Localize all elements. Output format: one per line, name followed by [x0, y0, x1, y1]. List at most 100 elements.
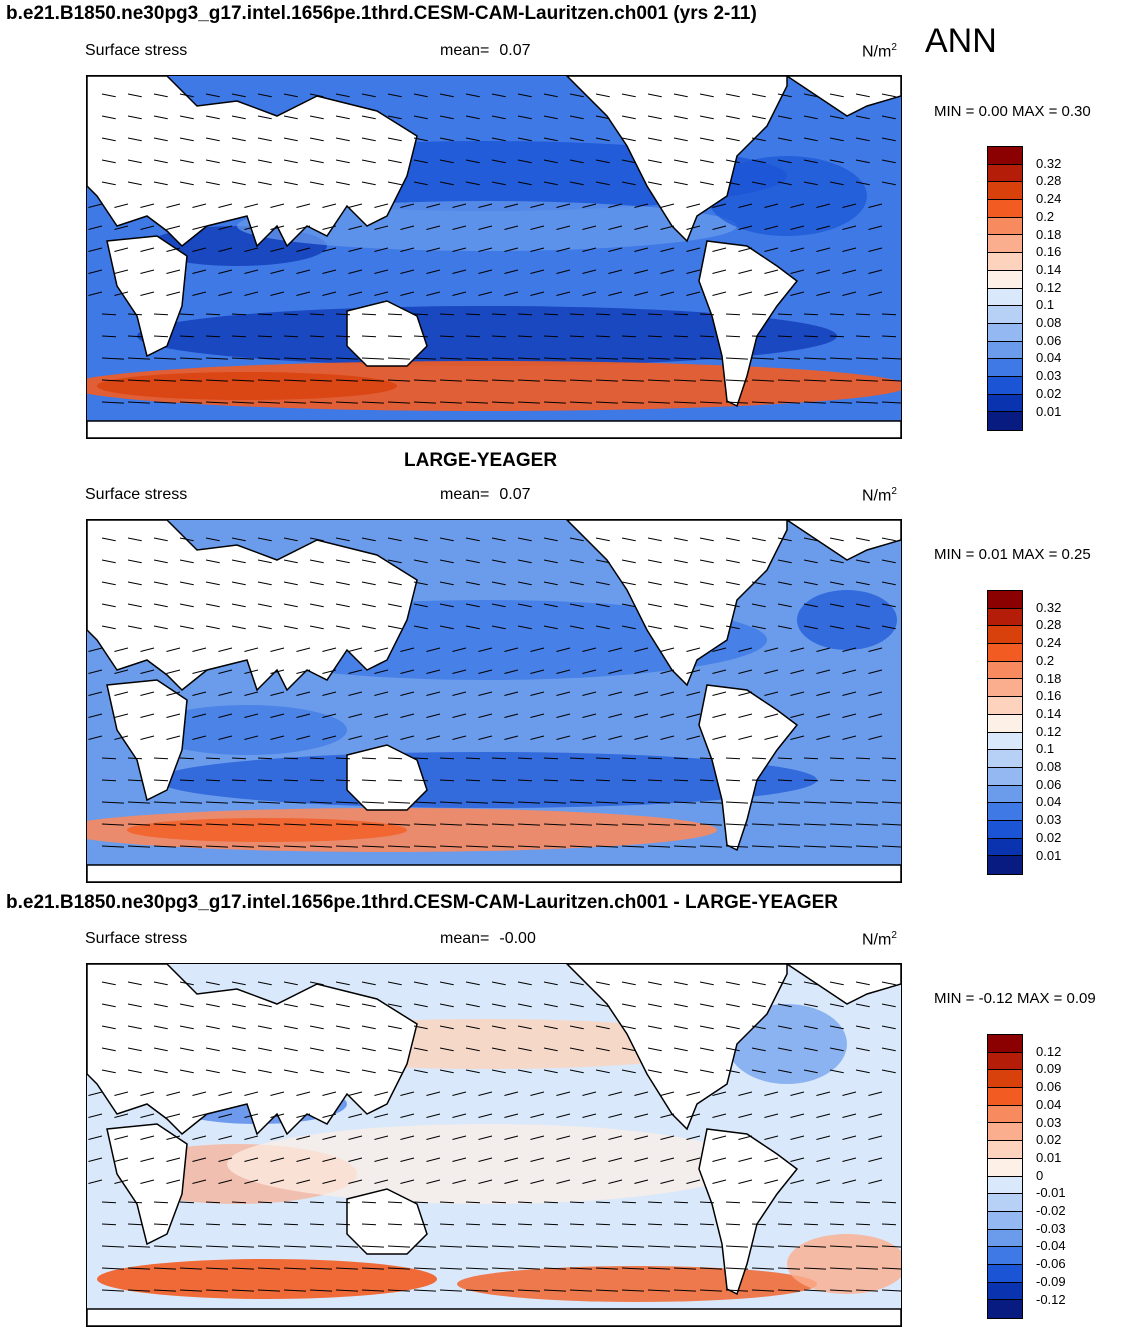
stress-arrow [530, 1157, 545, 1162]
stress-arrow [556, 247, 571, 252]
stress-arrow [608, 647, 623, 652]
stress-arrow [491, 603, 506, 608]
stress-arrow [153, 379, 176, 382]
colorbar-label: 0.2 [1036, 208, 1055, 224]
panel-2-units-base: N/m [862, 487, 892, 505]
stress-arrow [322, 735, 337, 740]
stress-arrow [712, 713, 727, 718]
stress-arrow [582, 647, 597, 652]
stress-arrow [478, 203, 493, 208]
stress-arrow [621, 823, 644, 826]
stress-arrow [465, 1245, 488, 1248]
colorbar-label: 0.06 [1036, 1079, 1062, 1095]
stress-arrow [751, 1069, 766, 1074]
stress-arrow [751, 1223, 767, 1226]
stress-arrow [88, 735, 103, 740]
stress-arrow [400, 647, 415, 652]
stress-arrow [465, 581, 480, 586]
stress-arrow [335, 159, 350, 164]
stress-arrow [283, 401, 306, 404]
stress-arrow [452, 1157, 467, 1162]
stress-arrow [101, 1003, 116, 1008]
stress-arrow [192, 1091, 207, 1096]
stress-arrow [192, 1113, 207, 1118]
stress-arrow [283, 93, 298, 98]
stress-arrow [179, 537, 194, 542]
stress-arrow [244, 1113, 259, 1118]
stress-arrow [582, 735, 597, 740]
stress-arrow [569, 1223, 585, 1226]
stress-arrow [153, 115, 168, 120]
stress-arrow [153, 537, 168, 542]
colorbar-swatch [988, 820, 1022, 839]
stress-arrow [244, 1135, 259, 1140]
stress-arrow [829, 335, 845, 338]
stress-arrow [283, 115, 298, 120]
stress-arrow [621, 603, 636, 608]
stress-arrow [387, 581, 402, 586]
stress-arrow [777, 137, 792, 142]
stress-arrow [582, 1091, 597, 1096]
stress-arrow [491, 981, 506, 986]
stress-arrow [621, 1267, 644, 1270]
stress-arrow [699, 335, 715, 338]
colorbar-label: 0.16 [1036, 688, 1062, 704]
stress-arrow [153, 137, 168, 142]
stress-arrow [361, 313, 377, 316]
stress-arrow [205, 313, 221, 316]
stress-vectors [88, 981, 901, 1292]
stress-arrow [517, 379, 540, 382]
colorbar-swatch [988, 714, 1022, 733]
stress-arrow [738, 1179, 753, 1184]
stress-arrow [179, 1245, 202, 1248]
stress-arrow [257, 1201, 273, 1204]
stress-arrow [621, 1003, 636, 1008]
stress-arrow [634, 669, 649, 674]
stress-arrow [543, 379, 566, 382]
stress-arrow [777, 845, 800, 848]
land-outline [698, 240, 799, 408]
stress-arrow [647, 137, 662, 142]
stress-arrow [335, 1245, 358, 1248]
stress-arrow [387, 1069, 402, 1074]
stress-arrow [569, 757, 585, 760]
colorbar-swatch [988, 1247, 1022, 1265]
stress-arrow [543, 823, 566, 826]
stress-arrow [790, 691, 805, 696]
stress-arrow [387, 313, 403, 316]
stress-arrow [686, 1091, 701, 1096]
stress-arrow [855, 379, 878, 382]
stress-arrow [127, 779, 143, 782]
stress-arrow [543, 625, 558, 630]
stress-arrow [842, 1157, 857, 1162]
stress-arrow [348, 203, 363, 208]
stress-arrow [439, 1047, 454, 1052]
stress-arrow [790, 269, 805, 274]
stress-arrow [387, 137, 402, 142]
panel-2-map [86, 519, 902, 883]
stress-arrow [361, 1025, 376, 1030]
stress-arrow [205, 1223, 221, 1226]
stress-arrow [881, 159, 896, 164]
stress-arrow [829, 625, 844, 630]
stress-arrow [595, 1223, 611, 1226]
stress-arrow [582, 1113, 597, 1118]
stress-arrow [465, 379, 488, 382]
stress-arrow [855, 603, 870, 608]
stress-arrow [491, 159, 506, 164]
stress-arrow [309, 181, 324, 186]
stress-arrow [257, 357, 280, 360]
stress-arrow [413, 823, 436, 826]
stress-arrow [621, 357, 644, 360]
stress-arrow [686, 1179, 701, 1184]
stress-arrow [868, 713, 883, 718]
stress-arrow [322, 1091, 337, 1096]
stress-arrow [88, 1157, 103, 1162]
stress-arrow [283, 1267, 306, 1270]
stress-arrow [803, 1267, 826, 1270]
stress-arrow [777, 981, 792, 986]
stress-arrow [179, 1003, 194, 1008]
stress-arrow [127, 801, 150, 804]
colorbar-swatch [988, 323, 1022, 342]
stress-arrow [192, 691, 207, 696]
